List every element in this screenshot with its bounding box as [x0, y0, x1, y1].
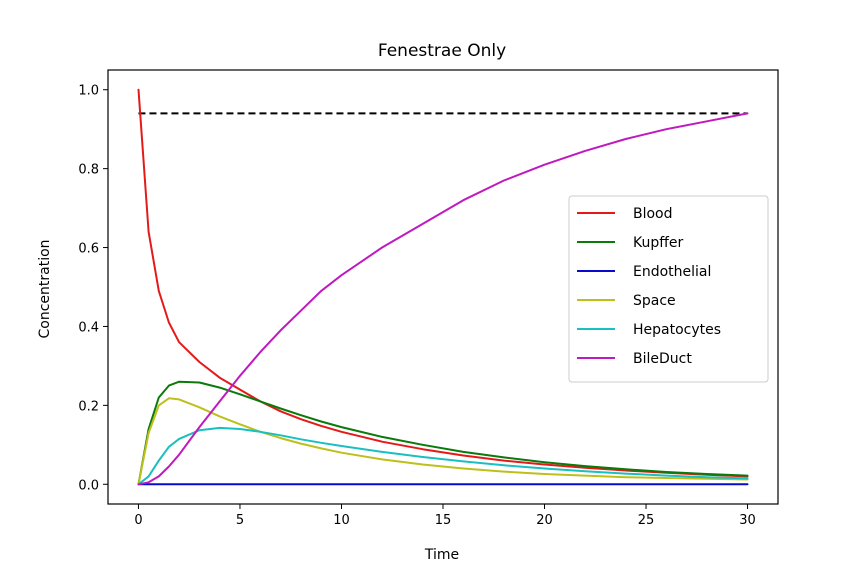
- y-tick-label: 0.2: [78, 399, 99, 414]
- x-tick-label: 20: [536, 513, 553, 528]
- y-tick-label: 0.4: [78, 320, 99, 335]
- legend: Blood Kupffer Endothelial Space Hepatocytes B…: [568, 195, 769, 383]
- legend-box: [568, 195, 769, 383]
- x-tick-label: 10: [333, 513, 350, 528]
- x-tick-label: 5: [236, 513, 244, 528]
- x-tick-label: 15: [435, 513, 452, 528]
- x-axis-label: Time: [424, 547, 459, 563]
- y-tick-label: 1.0: [78, 84, 99, 99]
- y-axis-label: Concentration: [37, 239, 53, 338]
- series-line-kupffer: [137, 380, 749, 486]
- y-tick-label: 0.0: [78, 478, 99, 493]
- series-layer: [137, 88, 749, 486]
- series-line-blood: [137, 88, 749, 478]
- legend-label: BileDuct: [633, 351, 692, 367]
- legend-label: Endothelial: [633, 264, 711, 280]
- x-tick-label: 25: [638, 513, 655, 528]
- legend-label: Hepatocytes: [633, 322, 721, 338]
- y-tick-label: 0.6: [78, 242, 99, 257]
- legend-label: Blood: [633, 206, 673, 222]
- series-line-bileduct: [137, 112, 749, 486]
- legend-label: Space: [633, 293, 676, 309]
- x-tick-label: 30: [739, 513, 756, 528]
- y-tick-label: 0.8: [78, 163, 99, 178]
- series-line-hepatocytes: [137, 426, 749, 486]
- legend-label: Kupffer: [633, 235, 684, 251]
- chart-title: Fenestrae Only: [378, 41, 506, 61]
- x-tick-label: 0: [134, 513, 142, 528]
- series-line-space: [137, 397, 749, 486]
- axes: 0 5 10 15 20 25 30 0.0 0.2 0.4 0.6 0.8 1.0: [78, 69, 779, 528]
